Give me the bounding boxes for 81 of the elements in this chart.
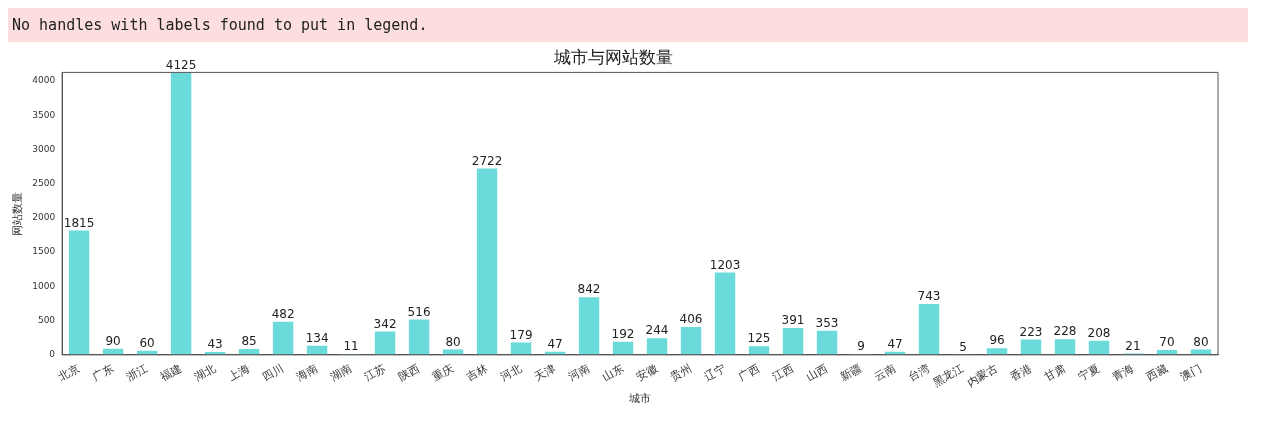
x-tick-label: 陕西: [396, 361, 422, 384]
x-tick-label: 辽宁: [702, 361, 728, 384]
x-tick-label: 福建: [158, 361, 185, 384]
x-tick-label: 河南: [566, 361, 592, 384]
data-label: 47: [547, 336, 563, 351]
data-label: 70: [1159, 335, 1175, 350]
data-label: 743: [917, 289, 941, 304]
x-tick-label: 天津: [532, 361, 558, 384]
x-tick-label: 青海: [1110, 361, 1136, 384]
x-tick-label: 河北: [498, 361, 524, 384]
data-label: 134: [305, 330, 329, 345]
x-tick-label: 上海: [226, 361, 253, 384]
data-label: 179: [509, 327, 533, 342]
y-tick-label: 4000: [32, 75, 56, 86]
x-tick-label: 贵州: [668, 361, 694, 384]
y-tick-label: 3000: [32, 143, 56, 154]
data-label: 5: [959, 339, 967, 354]
x-tick-label: 云南: [872, 361, 898, 384]
y-tick-label: 0: [49, 349, 56, 360]
data-label: 353: [815, 315, 839, 330]
data-label: 1815: [63, 215, 95, 230]
x-tick-label: 黑龙江: [930, 361, 966, 390]
data-label: 96: [989, 333, 1005, 348]
x-tick-label: 西藏: [1144, 361, 1170, 384]
data-label: 208: [1087, 325, 1111, 340]
data-label: 4125: [165, 57, 197, 72]
data-label: 228: [1053, 324, 1077, 339]
x-tick-label: 北京: [56, 361, 83, 384]
data-label: 11: [343, 339, 359, 354]
x-tick-label: 湖北: [192, 361, 219, 384]
data-label: 2722: [471, 153, 503, 168]
data-label: 223: [1019, 324, 1043, 339]
x-tick-label: 广西: [736, 361, 762, 384]
text: No handles with labels found to put in legend.: [8, 8, 1248, 42]
data-label: 516: [407, 304, 431, 319]
data-label: 60: [139, 335, 155, 350]
data-label: 9: [857, 339, 865, 354]
x-tick-label: 吉林: [464, 361, 490, 384]
x-tick-label: 香港: [1008, 361, 1034, 384]
data-label: 244: [645, 323, 669, 338]
data-label: 342: [373, 316, 397, 331]
data-label: 391: [781, 313, 805, 328]
x-tick-label: 湖南: [328, 361, 355, 384]
data-label: 406: [679, 312, 703, 327]
x-tick-label: 内蒙古: [964, 361, 1000, 390]
data-label: 90: [105, 333, 121, 348]
y-tick-label: 3500: [32, 109, 56, 120]
data-label: 80: [445, 334, 461, 349]
y-tick-label: 1500: [32, 246, 56, 257]
y-tick-label: 500: [37, 314, 56, 325]
x-tick-label: 重庆: [430, 361, 456, 384]
x-tick-label: 四川: [260, 361, 287, 384]
data-label: 192: [611, 326, 635, 341]
data-label: 482: [271, 306, 295, 321]
x-tick-label: 澳门: [1178, 361, 1204, 384]
x-tick-label: 广东: [90, 361, 117, 384]
data-label: 85: [241, 334, 257, 349]
data-label: 1203: [709, 257, 741, 272]
data-label: 21: [1125, 338, 1141, 353]
x-tick-label: 山东: [600, 361, 626, 384]
x-tick-label: 安徽: [634, 361, 660, 384]
data-label: 47: [887, 336, 903, 351]
data-label: 43: [207, 337, 223, 352]
x-tick-label: 浙江: [124, 361, 151, 384]
x-tick-label: 新疆: [838, 361, 864, 384]
x-tick-label: 宁夏: [1076, 361, 1102, 384]
data-label: 80: [1193, 334, 1209, 349]
y-tick-label: 2000: [32, 212, 56, 223]
y-tick-label: 2500: [32, 178, 56, 189]
x-tick-label: 江西: [770, 361, 796, 384]
data-label: 842: [577, 282, 601, 297]
y-tick-label: 1000: [32, 280, 56, 291]
x-tick-label: 台湾: [906, 361, 932, 384]
x-tick-label: 山西: [804, 361, 830, 384]
x-tick-label: 甘肃: [1042, 361, 1068, 384]
x-axis-title: 城市: [628, 392, 652, 406]
chart-title: 城市与网站数量: [552, 46, 673, 67]
y-axis-title: 网站数量: [11, 191, 25, 236]
x-tick-label: 江苏: [362, 361, 388, 384]
x-tick-label: 海南: [294, 361, 321, 384]
data-label: 125: [747, 331, 771, 346]
